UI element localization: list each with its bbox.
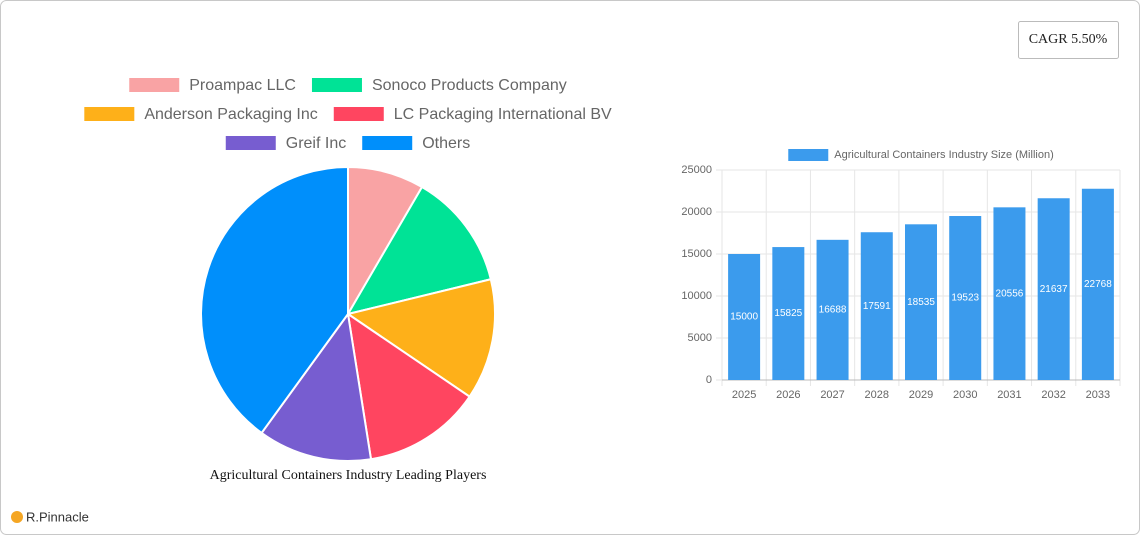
pie-slice (200, 165, 349, 435)
y-tick-label: 0 (706, 374, 712, 386)
y-tick-label: 15000 (681, 248, 712, 260)
legend-swatch (311, 78, 362, 92)
bar (860, 232, 893, 380)
bar-value-label: 22768 (1084, 279, 1112, 290)
bar (772, 247, 805, 380)
x-tick-label: 2029 (909, 389, 933, 401)
pie-slice (346, 311, 471, 461)
legend-swatch (333, 107, 384, 121)
legend-swatch (129, 78, 180, 92)
legend-label: Greif Inc (286, 135, 346, 152)
x-tick-label: 2027 (820, 389, 844, 401)
legend-swatch (84, 107, 135, 121)
bar-value-label: 21637 (1040, 284, 1068, 295)
pie-slice (345, 185, 493, 316)
bar-value-label: 19523 (951, 293, 979, 304)
y-tick-label: 20000 (681, 206, 712, 218)
legend-label: Anderson Packaging Inc (144, 106, 317, 123)
bar-value-label: 18535 (907, 297, 935, 308)
bar (1037, 198, 1070, 380)
legend-label: LC Packaging International BV (394, 106, 612, 123)
x-tick-label: 2033 (1086, 389, 1110, 401)
pie-slice (345, 278, 496, 399)
x-tick-label: 2030 (953, 389, 977, 401)
bar (728, 254, 761, 380)
bar-value-label: 20556 (996, 288, 1024, 299)
bar (949, 216, 982, 380)
bar (993, 207, 1026, 380)
pie-slice (260, 311, 373, 462)
legend-label: Sonoco Products Company (372, 77, 567, 94)
legend-swatch (788, 149, 829, 161)
brand-icon (11, 511, 23, 523)
y-tick-label: 10000 (681, 290, 712, 302)
bar (905, 224, 937, 380)
legend-label: Others (422, 135, 470, 152)
brand: R.Pinnacle (26, 509, 89, 524)
chart-title: Agricultural Containers Industry Leading… (210, 468, 487, 483)
legend-label: Agricultural Containers Industry Size (M… (834, 149, 1053, 161)
bar-value-label: 15000 (730, 312, 758, 323)
bar-value-label: 17591 (863, 301, 891, 312)
legend-swatch (362, 136, 413, 150)
cagr-box (1018, 21, 1119, 59)
x-tick-label: 2026 (776, 389, 800, 401)
legend-swatch (225, 136, 276, 150)
cagr-label: CAGR 5.50% (1029, 32, 1108, 47)
x-tick-label: 2031 (997, 389, 1021, 401)
x-tick-label: 2032 (1041, 389, 1065, 401)
y-tick-label: 5000 (688, 332, 712, 344)
x-tick-label: 2025 (732, 389, 756, 401)
x-tick-label: 2028 (865, 389, 889, 401)
bar-value-label: 16688 (819, 305, 847, 316)
legend-label: Proampac LLC (189, 77, 296, 94)
bar (816, 239, 849, 380)
bar (1081, 188, 1114, 380)
bar-value-label: 15825 (774, 308, 802, 319)
y-tick-label: 25000 (681, 164, 712, 176)
